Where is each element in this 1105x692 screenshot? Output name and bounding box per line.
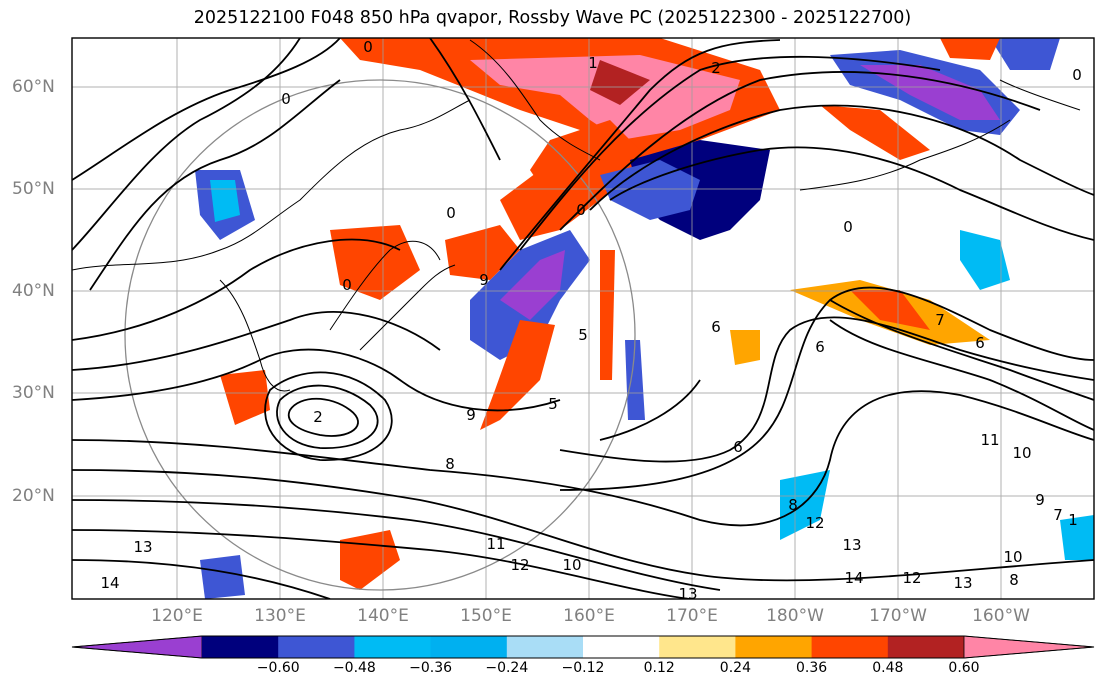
- contour-lines: [72, 38, 1094, 599]
- contour-label: 6: [815, 338, 825, 356]
- contour-label: 5: [578, 326, 588, 344]
- colorbar-segment: [506, 636, 584, 658]
- lat-label-50n: 50°N: [12, 179, 55, 199]
- colorbar-segment: [583, 636, 660, 658]
- contour-label: 8: [788, 496, 798, 514]
- colorbar-segment: [430, 636, 508, 658]
- colorbar-segment: [887, 636, 965, 658]
- contour-label: 5: [548, 395, 558, 413]
- contour-label: 10: [1012, 444, 1031, 462]
- lon-label-140e: 140°E: [357, 606, 409, 626]
- colorbar: [71, 635, 1095, 659]
- contour-label: 9: [479, 271, 489, 289]
- contour-label: 12: [805, 514, 824, 532]
- contour-label: 12: [902, 569, 921, 587]
- contour-label: 6: [733, 438, 743, 456]
- contour-label: 1: [588, 54, 598, 72]
- contour-label: 14: [100, 574, 119, 592]
- colorbar-segment: [811, 636, 889, 658]
- contour-label: 0: [342, 276, 352, 294]
- colorbar-tick-label: 0.36: [796, 660, 828, 676]
- colorbar-extend-high: [963, 635, 1095, 659]
- lon-label-130e: 130°E: [254, 606, 306, 626]
- contour-label: 14: [844, 569, 863, 587]
- colorbar-extend-low: [71, 635, 203, 659]
- lat-label-20n: 20°N: [12, 486, 55, 506]
- lon-label-150e: 150°E: [460, 606, 512, 626]
- contour-label: 9: [1035, 491, 1045, 509]
- contour-label: 1: [1068, 511, 1078, 529]
- colorbar-segment: [354, 636, 432, 658]
- lon-label-170w: 170°W: [869, 606, 927, 626]
- colorbar-tick-label: −0.48: [332, 660, 376, 676]
- colorbar-tick-label: −0.60: [256, 660, 300, 676]
- contour-label: 13: [842, 536, 861, 554]
- lon-label-160e: 160°E: [563, 606, 615, 626]
- contour-label: 11: [486, 535, 505, 553]
- contour-label: 12: [510, 556, 529, 574]
- contour-label: 10: [1003, 548, 1022, 566]
- coastlines: [72, 39, 1081, 392]
- gridlines: [72, 38, 1094, 599]
- contour-label: 8: [1009, 571, 1019, 589]
- lon-label-160w: 160°W: [972, 606, 1030, 626]
- lon-label-180w: 180°W: [766, 606, 824, 626]
- range-circle: [124, 79, 636, 591]
- contour-label: 2: [313, 408, 323, 426]
- contour-label: 10: [562, 556, 581, 574]
- contour-label: 9: [466, 406, 476, 424]
- map-frame: [71, 37, 1095, 600]
- shading-layer: [195, 38, 1094, 599]
- contour-label: 7: [1053, 506, 1063, 524]
- colorbar-segment: [659, 636, 736, 658]
- lat-label-30n: 30°N: [12, 383, 55, 403]
- lat-label-60n: 60°N: [12, 77, 55, 97]
- map-title: 2025122100 F048 850 hPa qvapor, Rossby W…: [193, 8, 912, 28]
- contour-label: 13: [678, 585, 697, 603]
- contour-label: 13: [953, 574, 972, 592]
- colorbar-tick-label: 0.60: [948, 660, 980, 676]
- lon-label-120e: 120°E: [151, 606, 203, 626]
- colorbar-tick-label: 0.12: [643, 660, 675, 676]
- contour-label: 11: [980, 431, 999, 449]
- contour-label: 6: [711, 318, 721, 336]
- contour-label: 8: [445, 455, 455, 473]
- contour-label: 0: [363, 38, 373, 56]
- colorbar-tick-label: 0.48: [872, 660, 904, 676]
- colorbar-tick-label: −0.24: [485, 660, 529, 676]
- contour-label: 13: [133, 538, 152, 556]
- colorbar-tick-label: 0.24: [719, 660, 751, 676]
- contour-label: 7: [935, 311, 945, 329]
- colorbar-tick-label: −0.12: [561, 660, 605, 676]
- lon-label-170e: 170°E: [666, 606, 718, 626]
- colorbar-segment: [735, 636, 813, 658]
- contour-label: 0: [1072, 66, 1082, 84]
- contour-label: 0: [446, 204, 456, 222]
- contour-label: 2: [711, 59, 721, 77]
- colorbar-segment: [202, 636, 279, 658]
- contour-label: 0: [843, 218, 853, 236]
- contour-label: 0: [576, 201, 586, 219]
- colorbar-tick-label: −0.36: [409, 660, 453, 676]
- lat-label-40n: 40°N: [12, 281, 55, 301]
- contour-label: 6: [975, 334, 985, 352]
- contour-label: 0: [281, 90, 291, 108]
- colorbar-segment: [278, 636, 355, 658]
